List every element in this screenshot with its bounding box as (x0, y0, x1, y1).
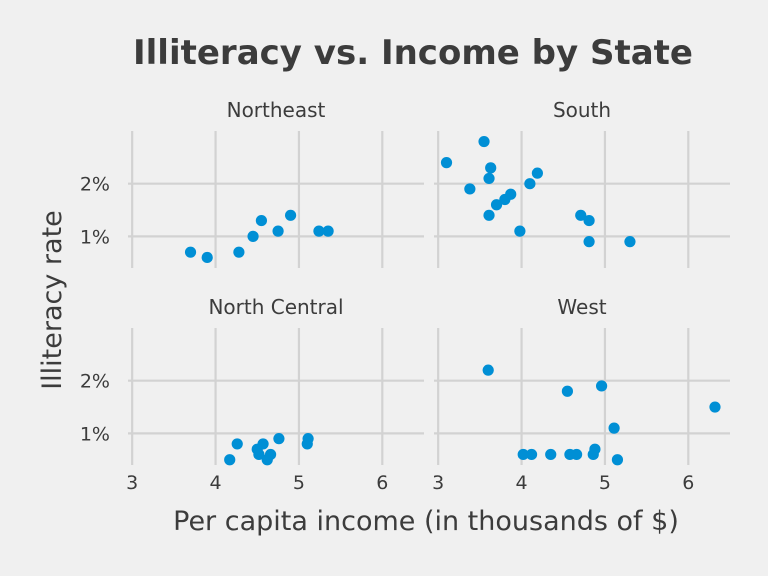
x-tick-label: 6 (376, 472, 388, 494)
data-point (224, 454, 236, 466)
chart-title: Illiteracy vs. Income by State (133, 33, 693, 73)
data-point (257, 438, 269, 450)
data-point (482, 364, 494, 376)
data-point (524, 178, 536, 190)
data-point (611, 454, 624, 466)
panel-north-central: North Central 1% 2% 3 4 5 6 (80, 295, 424, 494)
panel-strip-label: West (557, 295, 606, 319)
x-tick-label: 3 (432, 472, 444, 494)
data-point (201, 251, 213, 264)
y-tick-label: 1% (80, 226, 110, 248)
data-point (184, 246, 197, 258)
data-point (231, 438, 243, 450)
x-tick-label: 6 (682, 472, 694, 494)
data-point (322, 225, 334, 237)
data-point (624, 236, 636, 248)
data-point (253, 448, 265, 461)
data-point (233, 246, 245, 258)
data-point (247, 230, 259, 242)
data-point (255, 214, 268, 227)
data-point (709, 401, 721, 413)
x-tick-label: 3 (126, 472, 138, 494)
data-point (483, 172, 495, 185)
panel-northeast: Northeast 1% 2% (80, 98, 424, 268)
y-axis-title: Illiteracy rate (37, 210, 68, 390)
panel-west: West 3 4 5 6 (432, 295, 730, 494)
data-point (525, 448, 538, 461)
data-point (440, 157, 453, 169)
data-point (264, 448, 277, 461)
data-point (478, 135, 490, 148)
data-point (313, 225, 325, 237)
data-point (514, 225, 526, 237)
data-point (545, 448, 557, 461)
x-tick-label: 4 (516, 472, 528, 494)
x-tick-label: 5 (599, 472, 611, 494)
x-axis-title: Per capita income (in thousands of $) (173, 506, 679, 537)
data-point (583, 214, 595, 227)
data-point (561, 385, 574, 397)
panel-strip-label: Northeast (227, 98, 326, 122)
data-point (595, 380, 608, 392)
data-point (273, 433, 285, 445)
panel-strip-label: North Central (208, 295, 343, 319)
data-point (570, 448, 583, 461)
panel-south: South (434, 98, 730, 268)
data-point (302, 433, 314, 445)
data-point (464, 183, 476, 195)
data-point (485, 162, 497, 174)
data-point (284, 209, 297, 221)
y-tick-label: 1% (80, 423, 110, 445)
data-point (490, 199, 503, 211)
panel-strip-label: South (553, 98, 611, 122)
data-point (505, 188, 517, 200)
x-tick-label: 4 (210, 472, 222, 494)
data-point (575, 209, 587, 221)
y-tick-label: 2% (80, 174, 110, 196)
data-point (583, 236, 595, 248)
x-tick-label: 5 (293, 472, 305, 494)
data-point (483, 209, 495, 221)
data-point (608, 422, 620, 434)
data-point (272, 225, 284, 237)
data-point (589, 443, 601, 455)
data-point (517, 448, 529, 461)
data-point (531, 167, 543, 179)
y-tick-label: 2% (80, 371, 110, 393)
